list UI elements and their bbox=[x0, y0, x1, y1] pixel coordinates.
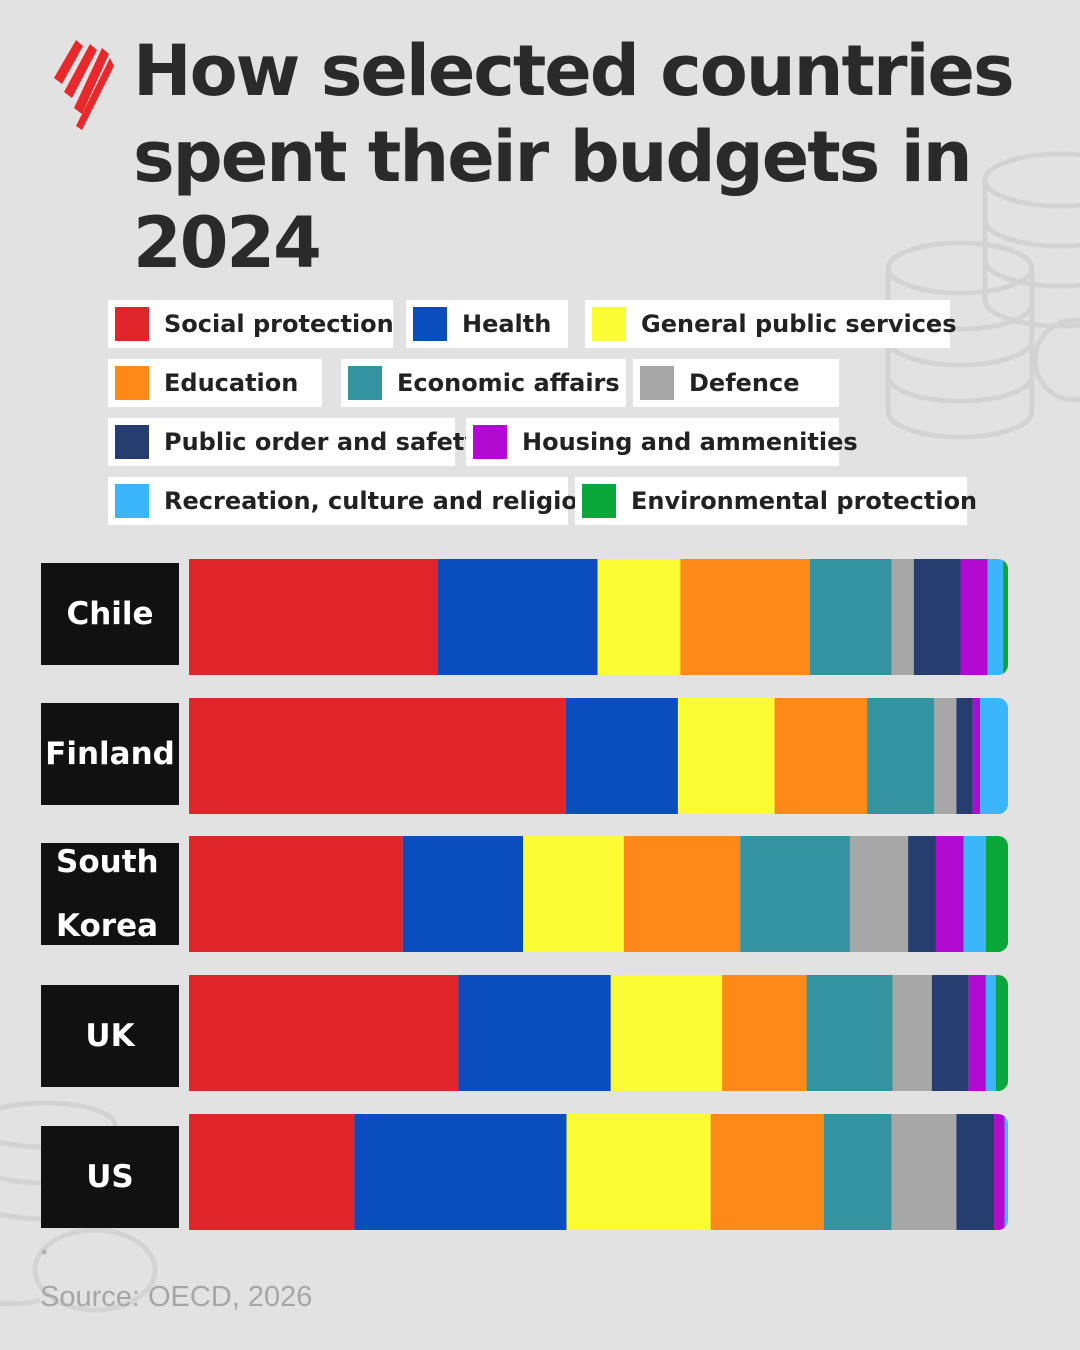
source-note: Source: OECD, 2026 bbox=[40, 1281, 313, 1313]
country-label-text: South bbox=[56, 844, 159, 880]
country-label-text: Chile bbox=[66, 596, 154, 632]
country-label-south-korea: South Korea bbox=[41, 843, 179, 945]
legend-label: Health bbox=[462, 310, 552, 338]
bar-group-finland bbox=[189, 698, 1008, 814]
legend-swatch bbox=[115, 484, 149, 518]
legend-label: Social protection bbox=[164, 310, 394, 338]
bar-segment-uk-defence bbox=[892, 975, 932, 1091]
bar-segment-south-korea-social-protection bbox=[189, 836, 403, 952]
legend-item-education: Education bbox=[108, 359, 322, 407]
bar-segment-chile-environmental-protection bbox=[1003, 559, 1008, 675]
legend-swatch bbox=[640, 366, 674, 400]
bar-segment-south-korea-health bbox=[402, 836, 524, 952]
country-label-finland: Finland bbox=[41, 703, 179, 805]
bar-segment-finland-defence bbox=[934, 698, 957, 814]
legend-item-social-protection: Social protection bbox=[108, 300, 394, 348]
bar-segment-chile-housing-and-ammenities bbox=[960, 559, 988, 675]
legend-label: Environmental protection bbox=[631, 487, 978, 515]
legend-label: Housing and ammenities bbox=[522, 428, 858, 456]
bar-segment-us-social-protection bbox=[189, 1114, 355, 1230]
legend-swatch bbox=[115, 307, 149, 341]
bar-segment-south-korea-economic-affairs bbox=[740, 836, 850, 952]
legend-label: Public order and safety bbox=[164, 428, 480, 456]
bar-segment-south-korea-education bbox=[623, 836, 741, 952]
bar-segment-chile-general-public-services bbox=[597, 559, 681, 675]
bar-group-chile bbox=[189, 559, 1008, 675]
bar-segment-chile-economic-affairs bbox=[809, 559, 892, 675]
bar-segment-chile-defence bbox=[891, 559, 914, 675]
bar-segment-us-recreation-culture-and-religion bbox=[1004, 1114, 1008, 1230]
country-label-chile: Chile bbox=[41, 563, 179, 665]
bar-segment-us-defence bbox=[891, 1114, 957, 1230]
footnote: * bbox=[41, 1248, 48, 1263]
bar-segment-chile-education bbox=[680, 559, 810, 675]
bar-segment-us-general-public-services bbox=[566, 1114, 711, 1230]
brand-logo-icon bbox=[54, 40, 114, 130]
legend-swatch bbox=[592, 307, 626, 341]
country-label-us: US bbox=[41, 1126, 179, 1228]
country-label-uk: UK bbox=[41, 985, 179, 1087]
legend-swatch bbox=[348, 366, 382, 400]
bar-segment-uk-health bbox=[458, 975, 611, 1091]
legend-swatch bbox=[413, 307, 447, 341]
legend-item-housing-and-ammenities: Housing and ammenities bbox=[466, 418, 858, 466]
legend-item-recreation-culture-religion: Recreation, culture and religion bbox=[108, 477, 595, 525]
legend-swatch bbox=[473, 425, 507, 459]
bar-group-south-korea bbox=[189, 836, 1008, 952]
bar-segment-chile-health bbox=[437, 559, 598, 675]
legend-item-public-order-and-safety: Public order and safety bbox=[108, 418, 480, 466]
legend-item-general-public-services: General public services bbox=[585, 300, 957, 348]
bar-segment-uk-environmental-protection bbox=[995, 975, 1008, 1091]
bar-segment-us-health bbox=[354, 1114, 567, 1230]
legend-swatch bbox=[115, 366, 149, 400]
bar-segment-us-education bbox=[710, 1114, 824, 1230]
bar-segment-finland-education bbox=[774, 698, 868, 814]
bar-segment-chile-social-protection bbox=[189, 559, 438, 675]
legend-label: Economic affairs bbox=[397, 369, 620, 397]
bar-segment-south-korea-general-public-services bbox=[523, 836, 624, 952]
bar-segment-chile-public-order-and-safety bbox=[913, 559, 961, 675]
bar-segment-finland-social-protection bbox=[189, 698, 566, 814]
bar-segment-finland-recreation-culture-and-religion bbox=[980, 698, 1008, 814]
bar-segment-uk-economic-affairs bbox=[806, 975, 893, 1091]
legend-label: Defence bbox=[689, 369, 800, 397]
bar-segment-uk-public-order-and-safety bbox=[931, 975, 969, 1091]
bar-segment-south-korea-defence bbox=[849, 836, 909, 952]
bar-segment-finland-economic-affairs bbox=[867, 698, 935, 814]
country-label-text: US bbox=[86, 1159, 134, 1195]
legend-swatch bbox=[582, 484, 616, 518]
bar-segment-uk-housing-and-ammenities bbox=[968, 975, 986, 1091]
legend-label: General public services bbox=[641, 310, 957, 338]
legend-label: Education bbox=[164, 369, 299, 397]
bar-segment-chile-recreation-culture-and-religion bbox=[987, 559, 1004, 675]
bar-segment-uk-education bbox=[722, 975, 807, 1091]
legend-swatch bbox=[115, 425, 149, 459]
bar-group-uk bbox=[189, 975, 1008, 1091]
bar-segment-south-korea-public-order-and-safety bbox=[908, 836, 936, 952]
legend-item-environmental-protection: Environmental protection bbox=[575, 477, 977, 525]
legend-item-economic-affairs: Economic affairs bbox=[341, 359, 626, 407]
bar-segment-south-korea-housing-and-ammenities bbox=[935, 836, 964, 952]
bar-segment-finland-general-public-services bbox=[677, 698, 775, 814]
bar-segment-us-economic-affairs bbox=[823, 1114, 892, 1230]
bar-segment-south-korea-recreation-culture-and-religion bbox=[963, 836, 986, 952]
bar-segment-finland-housing-and-ammenities bbox=[972, 698, 981, 814]
legend-label: Recreation, culture and religion bbox=[164, 487, 595, 515]
bar-segment-us-public-order-and-safety bbox=[956, 1114, 995, 1230]
bar-segment-finland-public-order-and-safety bbox=[956, 698, 973, 814]
page-title: How selected countries spent their budge… bbox=[133, 30, 1015, 284]
bar-segment-finland-health bbox=[565, 698, 678, 814]
bar-segment-uk-recreation-culture-and-religion bbox=[985, 975, 996, 1091]
country-label-text: Korea bbox=[56, 908, 159, 944]
bar-group-us bbox=[189, 1114, 1008, 1230]
legend-item-health: Health bbox=[406, 300, 568, 348]
legend-item-defence: Defence bbox=[633, 359, 839, 407]
country-label-text: Finland bbox=[45, 736, 175, 772]
bar-segment-uk-general-public-services bbox=[610, 975, 723, 1091]
country-label-text: UK bbox=[85, 1018, 135, 1054]
bar-segment-south-korea-environmental-protection bbox=[985, 836, 1008, 952]
bar-segment-us-housing-and-ammenities bbox=[994, 1114, 1005, 1230]
bar-segment-uk-social-protection bbox=[189, 975, 459, 1091]
